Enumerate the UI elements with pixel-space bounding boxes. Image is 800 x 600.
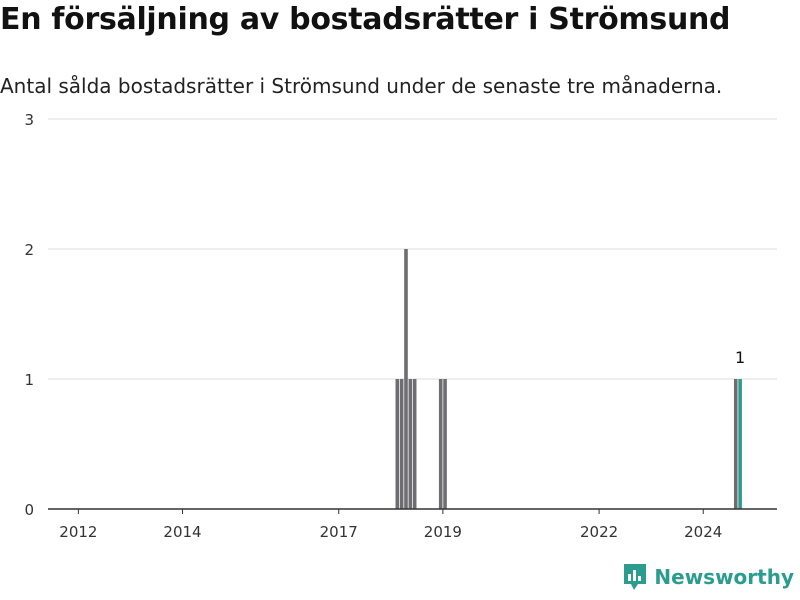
- chart-title: En försäljning av bostadsrätter i Ströms…: [0, 2, 731, 37]
- bar-5: [438, 379, 443, 509]
- y-tick-label-3: 3: [24, 111, 34, 129]
- bar-highlight: [738, 379, 742, 509]
- x-tick-label-2017: 2017: [320, 523, 358, 541]
- chart-subtitle: Antal sålda bostadsrätter i Strömsund un…: [0, 74, 723, 98]
- y-tick-label-0: 0: [24, 501, 34, 519]
- bar-4: [412, 379, 417, 509]
- bar-chart-speech-bubble-icon: [624, 564, 647, 590]
- x-tick-label-2019: 2019: [424, 523, 462, 541]
- brand-name: Newsworthy: [654, 565, 794, 589]
- data-label: 1: [735, 348, 745, 367]
- bar-6: [443, 379, 447, 509]
- bar-1: [399, 379, 404, 509]
- x-tick-label-2024: 2024: [684, 523, 722, 541]
- bar-7: [733, 379, 738, 509]
- x-tick-label-2014: 2014: [163, 523, 201, 541]
- bar-3: [408, 379, 413, 509]
- y-tick-label-2: 2: [24, 241, 34, 259]
- brand-logo: Newsworthy: [622, 562, 794, 592]
- bar-2: [404, 249, 408, 509]
- bar-0: [395, 379, 400, 509]
- x-tick-label-2012: 2012: [59, 523, 97, 541]
- y-tick-label-1: 1: [24, 371, 34, 389]
- x-tick-label-2022: 2022: [580, 523, 618, 541]
